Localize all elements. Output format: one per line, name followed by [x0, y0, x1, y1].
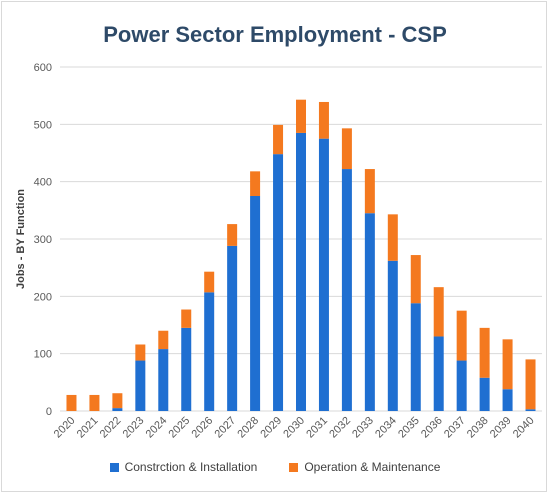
bar-construction-segment	[341, 169, 352, 411]
y-tick-label: 600	[34, 62, 52, 74]
bar-operation-segment	[456, 310, 467, 361]
y-tick-label: 400	[34, 177, 52, 189]
bar-construction-segment	[250, 196, 261, 411]
x-tick-label: 2034	[373, 415, 399, 441]
x-tick-label: 2037	[442, 415, 468, 441]
x-tick-label: 2035	[396, 415, 422, 441]
x-tick-label: 2029	[258, 415, 284, 441]
y-tick-label: 300	[34, 234, 52, 246]
x-tick-label: 2039	[488, 415, 514, 441]
bar-operation-segment	[250, 171, 261, 196]
x-tick-label: 2033	[350, 415, 376, 441]
chart-legend: Constrction & Installation Operation & M…	[0, 460, 550, 474]
bar-operation-segment	[410, 255, 421, 304]
bar-construction-segment	[204, 292, 215, 411]
bar-construction-segment	[318, 138, 329, 411]
bar-operation-segment	[433, 287, 444, 337]
x-tick-label: 2022	[98, 415, 124, 441]
x-tick-label: 2024	[144, 415, 170, 441]
bar-operation-segment	[204, 271, 215, 293]
legend-item-operation: Operation & Maintenance	[289, 460, 440, 474]
bar-construction-segment	[456, 360, 467, 411]
x-tick-label: 2025	[167, 415, 193, 441]
x-tick-label: 2028	[235, 415, 261, 441]
legend-item-construction: Constrction & Installation	[109, 460, 258, 474]
bar-operation-segment	[525, 359, 536, 410]
x-tick-label: 2040	[511, 415, 537, 441]
bar-construction-segment	[135, 360, 146, 411]
bar-operation-segment	[158, 330, 169, 350]
legend-label-construction: Constrction & Installation	[124, 460, 258, 474]
x-tick-label: 2027	[212, 415, 238, 441]
x-tick-label: 2023	[121, 415, 147, 441]
legend-swatch-construction	[109, 462, 119, 472]
bar-construction-segment	[181, 327, 192, 411]
y-axis-title: Jobs - BY Function	[15, 189, 27, 289]
x-tick-label: 2026	[190, 415, 216, 441]
y-tick-label: 500	[34, 119, 52, 131]
bar-construction-segment	[364, 213, 375, 411]
bar-operation-segment	[296, 99, 306, 133]
x-tick-label: 2031	[304, 415, 330, 441]
bar-construction-segment	[112, 408, 123, 411]
bar-construction-segment	[502, 389, 513, 411]
x-tick-label: 2030	[281, 415, 307, 441]
legend-swatch-operation	[289, 462, 299, 472]
bar-operation-segment	[135, 344, 146, 361]
bar-operation-segment	[112, 393, 123, 409]
bar-construction-segment	[296, 132, 306, 411]
bar-construction-segment	[479, 377, 490, 411]
y-tick-label: 0	[46, 406, 52, 418]
bar-operation-segment	[273, 124, 284, 155]
x-tick-label: 2038	[465, 415, 491, 441]
bar-operation-segment	[181, 309, 192, 328]
bar-construction-segment	[227, 245, 238, 411]
x-tick-label: 2021	[75, 415, 101, 441]
x-tick-label: 2032	[327, 415, 353, 441]
x-tick-label: 2036	[419, 415, 445, 441]
bar-operation-segment	[502, 339, 513, 390]
bar-operation-segment	[318, 101, 329, 139]
bar-construction-segment	[410, 303, 421, 411]
x-tick-label: 2020	[52, 415, 78, 441]
bar-construction-segment	[273, 154, 284, 411]
bar-operation-segment	[479, 327, 490, 378]
bar-operation-segment	[66, 394, 77, 411]
y-tick-label: 100	[34, 349, 52, 361]
bar-operation-segment	[89, 394, 100, 411]
bar-operation-segment	[364, 169, 375, 214]
bar-construction-segment	[158, 349, 169, 411]
bar-operation-segment	[227, 224, 238, 246]
bar-construction-segment	[433, 336, 444, 411]
y-tick-label: 200	[34, 291, 52, 303]
bar-operation-segment	[341, 128, 352, 170]
bar-construction-segment	[525, 409, 536, 411]
chart-title: Power Sector Employment - CSP	[103, 22, 447, 47]
legend-label-operation: Operation & Maintenance	[304, 460, 441, 474]
bar-construction-segment	[387, 260, 398, 411]
bar-operation-segment	[387, 214, 398, 261]
